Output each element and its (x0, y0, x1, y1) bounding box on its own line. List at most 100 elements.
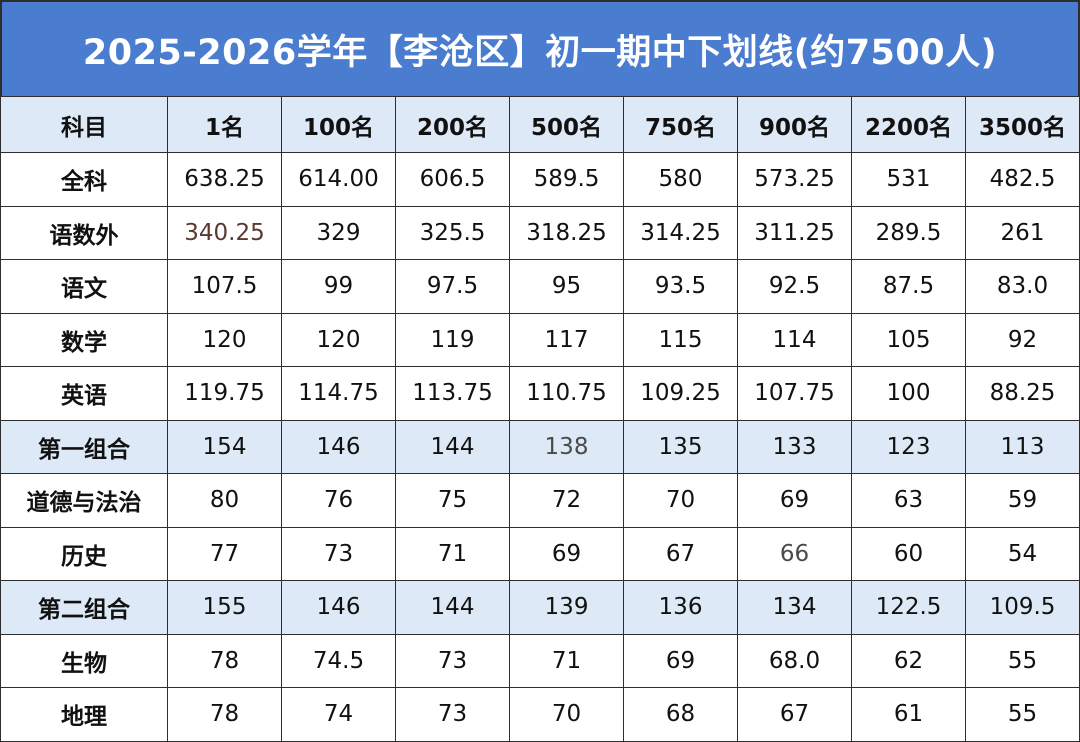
score-cell: 54 (965, 526, 1080, 581)
column-header: 200名 (395, 96, 510, 153)
score-cell: 318.25 (509, 205, 624, 260)
score-cell: 606.5 (395, 152, 510, 207)
score-cell: 136 (623, 580, 738, 635)
table-header-row: 科目 1名 100名 200名 500名 750名 900名 2200名 350… (0, 96, 1080, 153)
score-cell: 115 (623, 312, 738, 367)
table-row: 语文 107.5 99 97.5 95 93.5 92.5 87.5 83.0 (0, 259, 1080, 314)
score-cell: 100 (851, 366, 966, 421)
score-cell: 66 (737, 526, 852, 581)
column-header: 750名 (623, 96, 738, 153)
score-cell: 614.00 (281, 152, 396, 207)
subject-cell: 生物 (0, 633, 168, 688)
score-cell: 73 (395, 687, 510, 742)
score-cell: 311.25 (737, 205, 852, 260)
table-title: 2025-2026学年【李沧区】初一期中下划线(约7500人) (0, 0, 1080, 96)
score-cell: 146 (281, 580, 396, 635)
score-cell: 120 (167, 312, 282, 367)
score-cell: 73 (281, 526, 396, 581)
score-cell: 573.25 (737, 152, 852, 207)
score-cell: 72 (509, 473, 624, 528)
score-cell: 70 (509, 687, 624, 742)
table-row: 语数外 340.25 329 325.5 318.25 314.25 311.2… (0, 205, 1080, 260)
score-cell: 74 (281, 687, 396, 742)
score-cell: 78 (167, 633, 282, 688)
score-cell: 55 (965, 687, 1080, 742)
score-cell: 55 (965, 633, 1080, 688)
score-cell: 289.5 (851, 205, 966, 260)
score-cell: 78 (167, 687, 282, 742)
column-header: 1名 (167, 96, 282, 153)
table-row: 数学 120 120 119 117 115 114 105 92 (0, 312, 1080, 367)
score-cell: 138 (509, 419, 624, 474)
score-cell: 110.75 (509, 366, 624, 421)
table-row: 生物 78 74.5 73 71 69 68.0 62 55 (0, 633, 1080, 688)
score-cell: 60 (851, 526, 966, 581)
score-cell: 482.5 (965, 152, 1080, 207)
score-cell: 154 (167, 419, 282, 474)
score-cell: 74.5 (281, 633, 396, 688)
column-header: 2200名 (851, 96, 966, 153)
score-cell: 314.25 (623, 205, 738, 260)
score-cell: 144 (395, 580, 510, 635)
score-cell: 92.5 (737, 259, 852, 314)
score-cell: 139 (509, 580, 624, 635)
score-cell: 62 (851, 633, 966, 688)
score-cell: 69 (623, 633, 738, 688)
score-cell: 107.75 (737, 366, 852, 421)
scores-table: 科目 1名 100名 200名 500名 750名 900名 2200名 350… (0, 96, 1080, 742)
score-cell: 70 (623, 473, 738, 528)
score-cell: 146 (281, 419, 396, 474)
score-cell: 73 (395, 633, 510, 688)
score-cell: 144 (395, 419, 510, 474)
score-cell: 71 (509, 633, 624, 688)
score-cell: 76 (281, 473, 396, 528)
subject-cell: 数学 (0, 312, 168, 367)
score-cell: 117 (509, 312, 624, 367)
table-row: 历史 77 73 71 69 67 66 60 54 (0, 526, 1080, 581)
score-cell: 531 (851, 152, 966, 207)
score-cell: 340.25 (167, 205, 282, 260)
score-cell: 134 (737, 580, 852, 635)
score-cell: 261 (965, 205, 1080, 260)
column-header: 3500名 (965, 96, 1080, 153)
score-cell: 61 (851, 687, 966, 742)
score-cell: 95 (509, 259, 624, 314)
score-cell: 63 (851, 473, 966, 528)
score-cell: 67 (737, 687, 852, 742)
score-cell: 109.25 (623, 366, 738, 421)
score-cell: 119 (395, 312, 510, 367)
subject-cell: 道德与法治 (0, 473, 168, 528)
table-row: 全科 638.25 614.00 606.5 589.5 580 573.25 … (0, 152, 1080, 207)
score-cell: 68.0 (737, 633, 852, 688)
subject-cell: 语文 (0, 259, 168, 314)
subject-cell: 地理 (0, 687, 168, 742)
subject-cell: 英语 (0, 366, 168, 421)
score-cell: 75 (395, 473, 510, 528)
score-cell: 77 (167, 526, 282, 581)
score-cell: 113 (965, 419, 1080, 474)
score-cell: 59 (965, 473, 1080, 528)
score-cell: 123 (851, 419, 966, 474)
score-cell: 122.5 (851, 580, 966, 635)
score-cell: 133 (737, 419, 852, 474)
score-cell: 109.5 (965, 580, 1080, 635)
table-row: 道德与法治 80 76 75 72 70 69 63 59 (0, 473, 1080, 528)
score-cell: 92 (965, 312, 1080, 367)
score-cell: 638.25 (167, 152, 282, 207)
score-cell: 83.0 (965, 259, 1080, 314)
score-cell: 87.5 (851, 259, 966, 314)
table-body: 全科 638.25 614.00 606.5 589.5 580 573.25 … (0, 152, 1080, 742)
score-cell: 325.5 (395, 205, 510, 260)
subject-cell: 历史 (0, 526, 168, 581)
score-cell: 580 (623, 152, 738, 207)
score-cell: 119.75 (167, 366, 282, 421)
score-cell: 135 (623, 419, 738, 474)
score-cell: 155 (167, 580, 282, 635)
column-header: 科目 (0, 96, 168, 153)
score-cell: 99 (281, 259, 396, 314)
score-cell: 93.5 (623, 259, 738, 314)
score-cell: 107.5 (167, 259, 282, 314)
score-cell: 329 (281, 205, 396, 260)
column-header: 100名 (281, 96, 396, 153)
